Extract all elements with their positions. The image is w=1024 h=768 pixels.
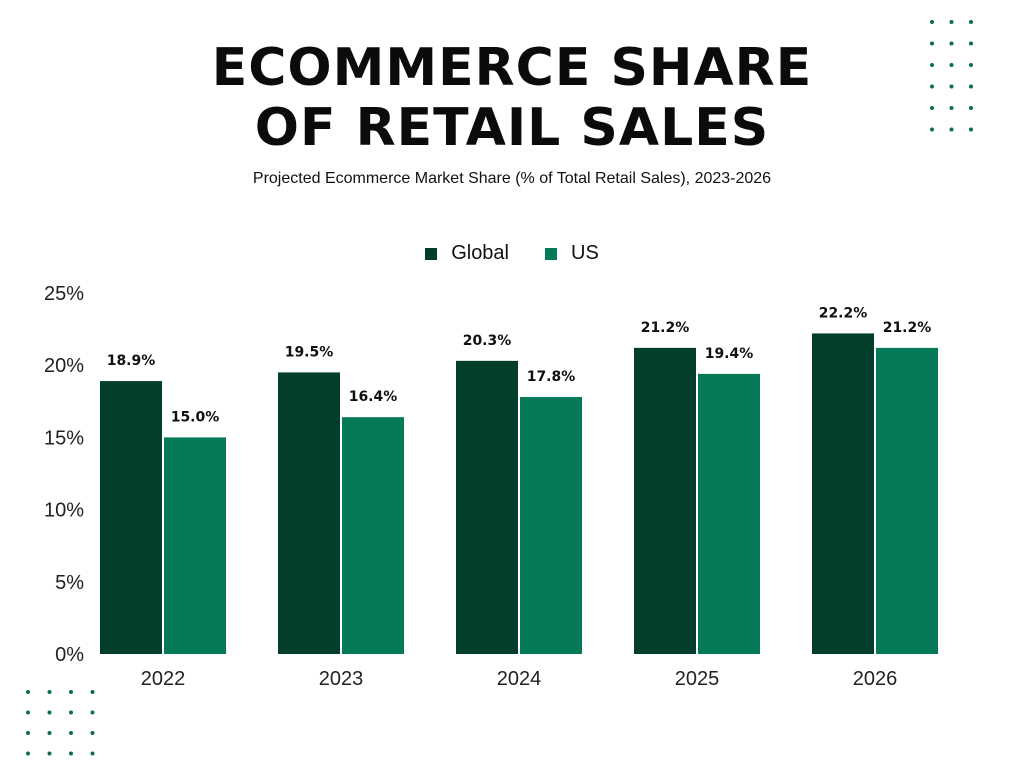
decorative-dot xyxy=(930,106,934,110)
decorative-dot xyxy=(930,41,934,46)
chart-title: ECOMMERCE SHARE OF RETAIL SALES xyxy=(211,38,813,158)
decorative-dot xyxy=(90,690,95,694)
decorative-dot xyxy=(930,63,934,67)
bar-global-2026 xyxy=(812,333,874,654)
data-label-us-2024: 17.8% xyxy=(527,369,576,385)
decorative-dot xyxy=(69,751,73,756)
decorative-dot xyxy=(949,63,954,67)
decorative-dot xyxy=(26,731,30,735)
decorative-dot xyxy=(969,84,973,89)
legend-item-us: US xyxy=(545,242,599,265)
decorative-dot xyxy=(90,751,95,756)
data-label-global-2024: 20.3% xyxy=(463,333,512,349)
decorative-dot xyxy=(969,127,973,132)
decorative-dot xyxy=(47,751,52,756)
decorative-dot xyxy=(90,710,95,715)
data-label-global-2022: 18.9% xyxy=(107,353,156,369)
y-tick-label: 5% xyxy=(55,572,84,594)
data-label-us-2025: 19.4% xyxy=(705,346,754,362)
bar-us-2024 xyxy=(520,396,582,654)
decorative-dot xyxy=(949,106,954,110)
y-tick-label: 15% xyxy=(44,427,84,449)
decorative-dot xyxy=(69,710,73,715)
bar-us-2023 xyxy=(342,417,404,654)
legend-label-us: US xyxy=(571,242,599,264)
decorative-dot xyxy=(969,106,973,110)
dot-pattern-bottom-left xyxy=(26,690,95,756)
x-tick-label: 2022 xyxy=(141,668,186,690)
legend-swatch-us xyxy=(545,247,557,260)
y-tick-label: 10% xyxy=(44,500,84,522)
decorative-dot xyxy=(47,731,52,735)
bar-us-2022 xyxy=(164,437,226,654)
x-tick-label: 2025 xyxy=(675,668,720,690)
decorative-dot xyxy=(90,731,95,735)
decorative-dot xyxy=(26,751,30,756)
decorative-dot xyxy=(930,84,934,89)
decorative-dot xyxy=(26,710,30,715)
decorative-dot xyxy=(930,20,934,24)
legend-item-global: Global xyxy=(425,242,509,265)
x-tick-label: 2023 xyxy=(319,668,364,690)
bar-us-2025 xyxy=(698,373,760,654)
decorative-dot xyxy=(47,710,52,715)
decorative-dot xyxy=(69,731,73,735)
x-tick-label: 2026 xyxy=(853,668,898,690)
legend-swatch-global xyxy=(425,247,438,260)
data-label-global-2026: 22.2% xyxy=(819,305,868,321)
bar-global-2023 xyxy=(278,372,340,654)
bar-global-2024 xyxy=(456,360,518,654)
y-tick-label: 20% xyxy=(44,355,84,377)
data-label-global-2025: 21.2% xyxy=(641,320,690,336)
decorative-dot xyxy=(930,127,934,132)
legend-label-global: Global xyxy=(451,242,509,264)
legend: Global US xyxy=(0,242,1024,265)
decorative-dot xyxy=(47,690,52,694)
decorative-dot xyxy=(26,690,30,694)
decorative-dot xyxy=(969,41,973,46)
bar-global-2025 xyxy=(634,347,696,654)
bar-global-2022 xyxy=(100,381,162,654)
x-tick-label: 2024 xyxy=(497,668,542,690)
dot-pattern-top-right xyxy=(930,20,973,132)
decorative-dot xyxy=(949,127,954,132)
decorative-dot xyxy=(69,690,73,694)
y-tick-label: 25% xyxy=(44,283,84,305)
data-label-us-2022: 15.0% xyxy=(171,409,220,425)
decorative-dot xyxy=(969,20,973,24)
bar-us-2026 xyxy=(876,347,938,654)
y-tick-label: 0% xyxy=(55,644,84,666)
decorative-dot xyxy=(949,84,954,89)
data-label-global-2023: 19.5% xyxy=(285,344,334,360)
decorative-dot xyxy=(949,41,954,46)
chart-subtitle: Projected Ecommerce Market Share (% of T… xyxy=(252,170,772,187)
decorative-dot xyxy=(969,63,973,67)
data-label-us-2023: 16.4% xyxy=(349,389,398,405)
decorative-dot xyxy=(949,20,954,24)
data-label-us-2026: 21.2% xyxy=(883,320,932,336)
